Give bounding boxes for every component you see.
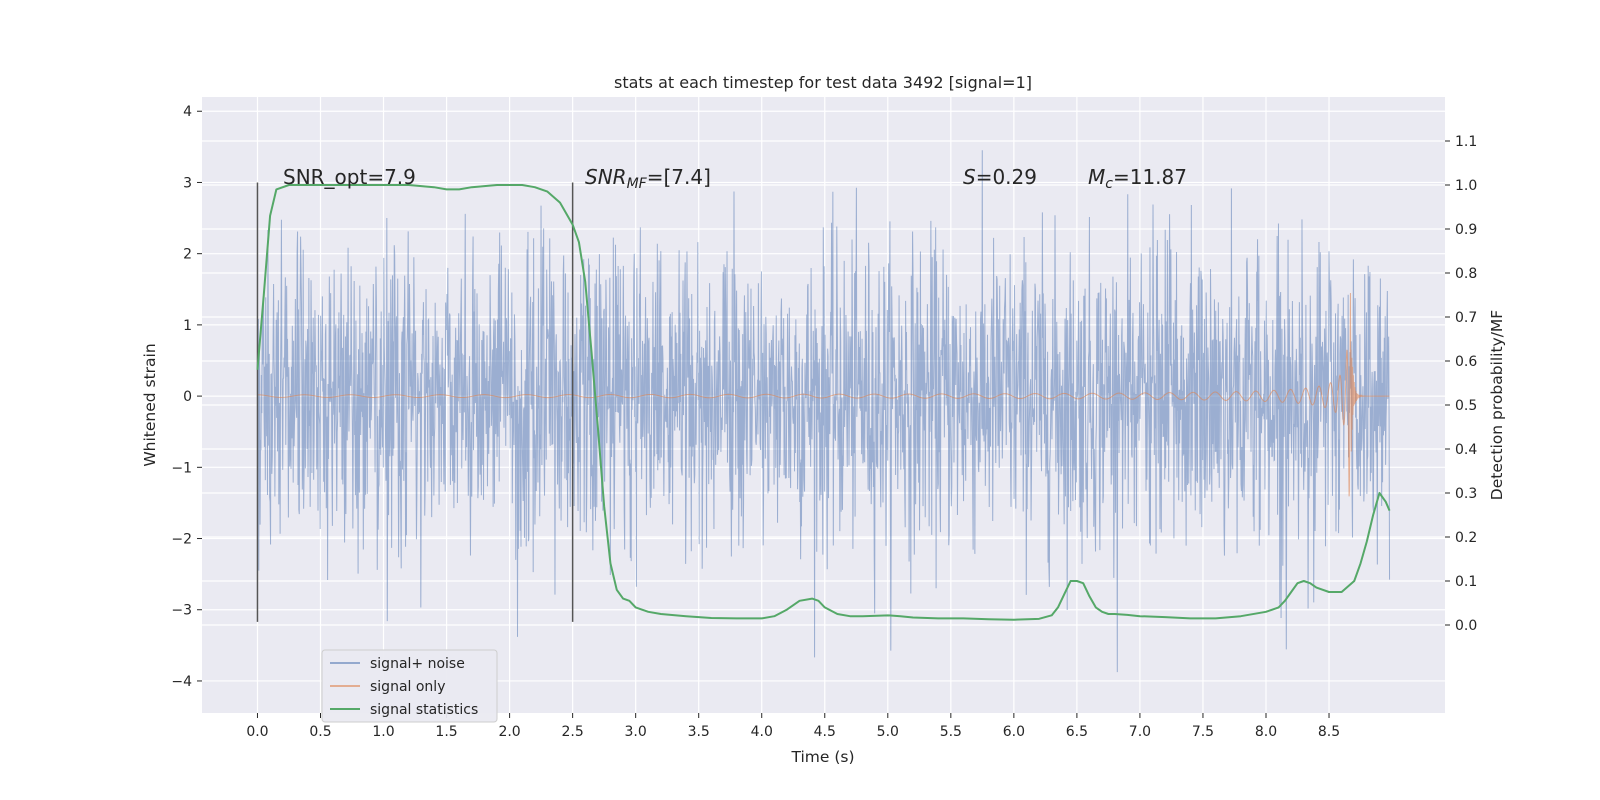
x-tick-label: 1.5 [435,724,457,740]
annotation-mc: Mc=11.87 [1088,165,1187,192]
x-axis-label: Time (s) [790,748,854,766]
annotation-snr-mf-prefix: SNR [585,165,627,189]
legend-label-signal-statistics: signal statistics [370,702,478,718]
legend-label-signal-only: signal only [370,679,445,695]
annotation-mc-prefix: M [1088,165,1105,189]
x-tick-label: 8.5 [1318,724,1340,740]
y-axis-label-left: Whitened strain [141,343,159,466]
x-tick-label: 0.5 [309,724,331,740]
series-signal-statistics [256,184,1391,621]
y-tick-label-right: 1.0 [1455,178,1477,194]
series-signal-only [257,293,1390,497]
x-tick-label: 0.0 [246,724,268,740]
annotation-snr-mf-rest: =[7.4] [647,165,711,189]
y-tick-label-right: 0.8 [1455,266,1477,282]
chart-title: stats at each timestep for test data 349… [614,73,1032,92]
x-tick-label: 6.0 [1003,724,1025,740]
x-tick-label: 5.0 [877,724,899,740]
y-tick-label-left: 3 [183,175,192,191]
x-tick-label: 2.5 [561,724,583,740]
x-tick-label: 5.5 [940,724,962,740]
y-tick-label-right: 0.7 [1455,310,1477,326]
y-tick-label-right: 0.5 [1455,398,1477,414]
annotation-mc-rest: =11.87 [1113,165,1187,189]
y-tick-label-right: 0.3 [1455,486,1477,502]
x-tick-label: 6.5 [1066,724,1088,740]
legend-label-signal-noise: signal+ noise [370,656,465,672]
y-tick-label-right: 0.4 [1455,442,1477,458]
series-signal-noise [256,150,1391,673]
y-tick-label-right: 0.0 [1455,618,1477,634]
x-tick-label: 7.0 [1129,724,1151,740]
tick-labels: 0.0 0.5 1.0 1.5 2.0 2.5 3.0 3.5 4.0 4.5 5.0 5.5 6.0 6… [171,104,1477,740]
y-axis-label-right: Detection probability/MF [1488,310,1506,501]
y-tick-label-left: −4 [171,674,192,690]
x-tick-label: 4.5 [814,724,836,740]
annotation-s: S=0.29 [963,165,1037,189]
y-tick-label-right: 0.1 [1455,574,1477,590]
vertical-markers [256,182,574,622]
x-tick-label: 3.0 [625,724,647,740]
y-tick-label-left: 1 [183,318,192,334]
x-tick-label: 7.5 [1192,724,1214,740]
annotation-s-rest: =0.29 [976,165,1037,189]
x-tick-label: 3.5 [688,724,710,740]
x-tick-label: 8.0 [1255,724,1277,740]
signal-only-line [257,293,1390,497]
x-tick-label: 2.0 [498,724,520,740]
y-tick-label-left: 2 [183,247,192,263]
annotation-s-prefix: S [963,165,976,189]
annotation-snr-mf: SNRMF=[7.4] [585,165,711,192]
x-tick-label: 4.0 [751,724,773,740]
x-tick-label: 1.0 [372,724,394,740]
signal-statistics-line [256,184,1391,621]
signal-noise-line [256,150,1391,673]
annotation-snr-opt: SNR_opt=7.9 [283,165,416,189]
y-tick-label-left: 0 [183,389,192,405]
y-tick-label-left: 4 [183,104,192,120]
y-tick-label-right: 0.6 [1455,354,1477,370]
y-tick-label-left: −3 [171,603,192,619]
annotation-mc-sub: c [1105,176,1113,192]
legend: signal+ noise signal only signal statist… [321,649,498,723]
legend-box [321,649,498,723]
y-tick-label-right: 0.9 [1455,222,1477,238]
y-tick-label-left: −1 [171,460,192,476]
y-tick-label-right: 0.2 [1455,530,1477,546]
y-tick-label-left: −2 [171,532,192,548]
annotation-snr-mf-sub: MF [627,176,648,192]
y-tick-label-right: 1.1 [1455,134,1477,150]
